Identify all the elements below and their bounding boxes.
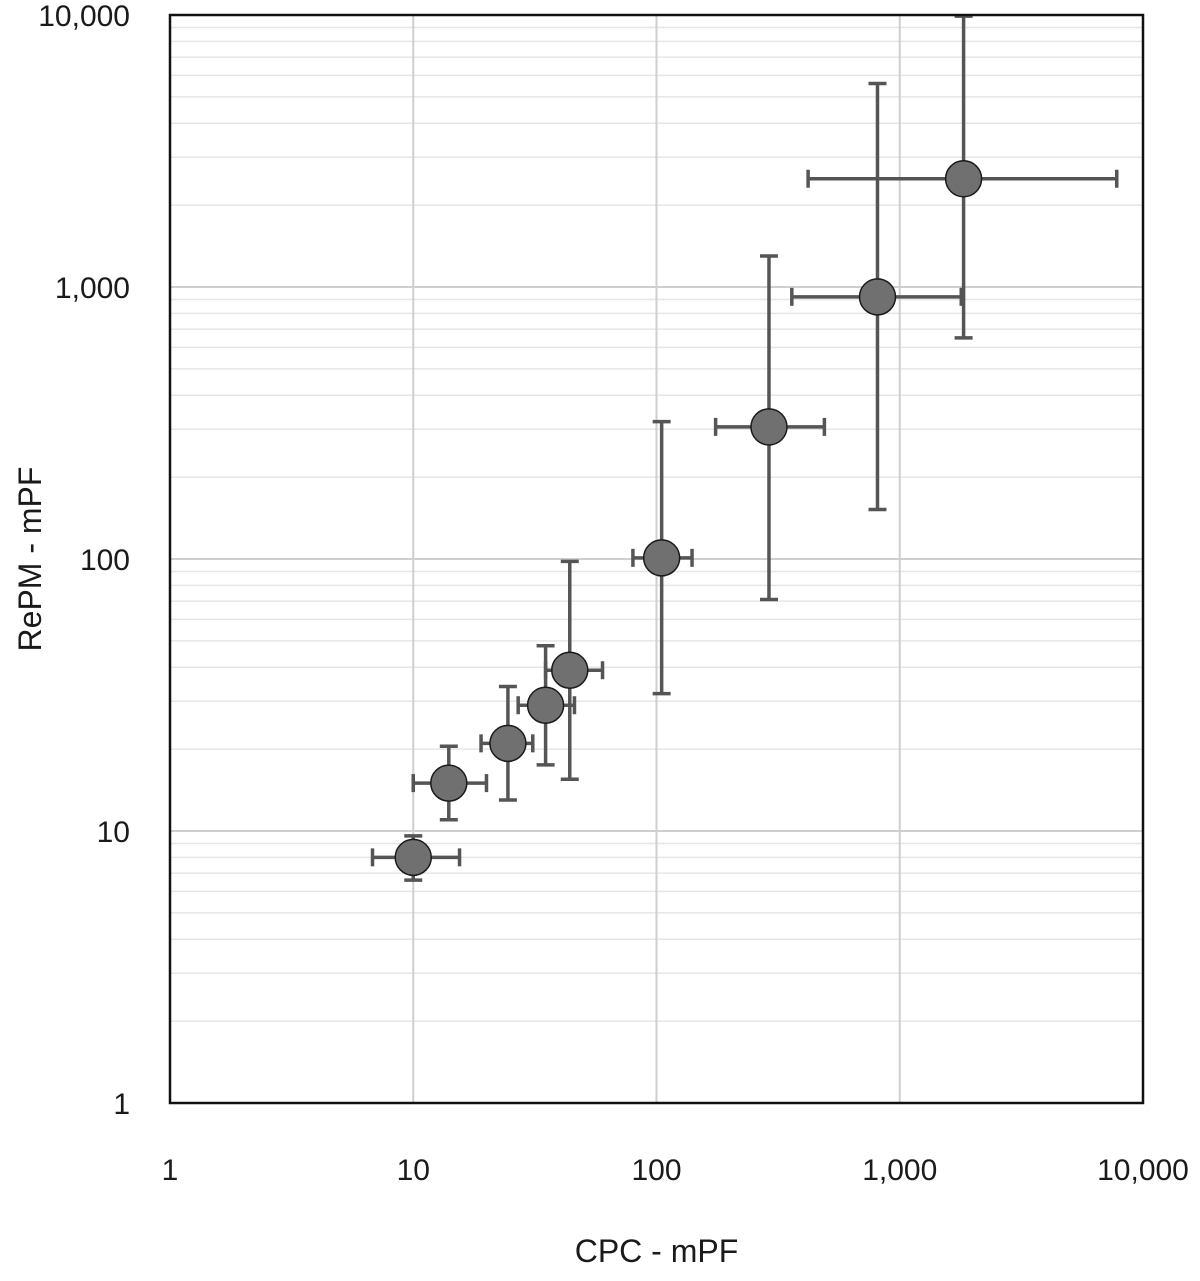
y-tick-label: 100 [80,544,130,577]
data-point [858,278,897,316]
data-point [489,724,527,763]
y-tick-label: 10,000 [38,0,130,33]
y-tick-label: 1,000 [55,272,130,305]
data-point [642,539,681,577]
x-tick-label: 10 [397,1154,430,1187]
y-tick-label: 1 [113,1088,130,1121]
data-point [526,686,565,724]
x-axis-title: CPC - mPF [575,1233,739,1269]
error-bars [370,14,1119,882]
data-point [551,651,589,689]
y-tick-label: 10 [97,816,130,849]
data-point [430,764,468,802]
data-point [944,160,983,198]
x-tick-label: 10,000 [1097,1154,1189,1187]
x-tick-label: 1,000 [862,1154,937,1187]
x-tick-label: 1 [162,1154,179,1187]
data-point [750,408,788,446]
plot-area-frame [168,13,1145,1105]
data-points [394,160,983,877]
y-axis-title: RePM - mPF [12,467,48,652]
data-point [394,838,432,877]
x-tick-label: 100 [631,1154,681,1187]
y-axis-ticks: 1 10 100 1,000 10,000 [38,0,130,1121]
x-axis-ticks: 1 10 100 1,000 10,000 [162,1154,1189,1187]
